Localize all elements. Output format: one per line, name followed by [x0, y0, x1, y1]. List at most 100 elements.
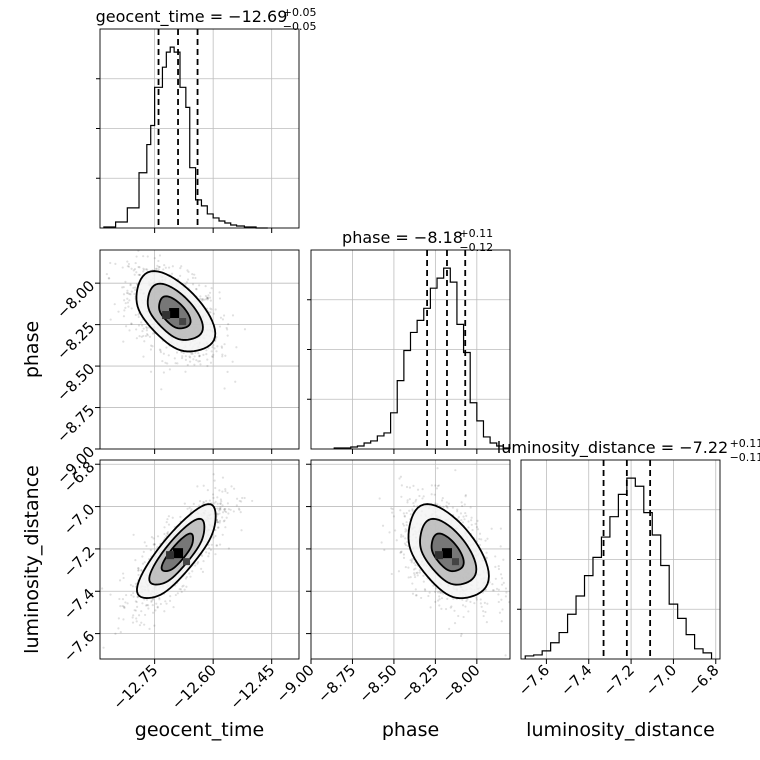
sample-point: [135, 271, 138, 274]
scatter-points: [378, 467, 510, 657]
sample-point: [114, 632, 117, 635]
sample-point: [423, 588, 427, 591]
panel-background: [100, 460, 299, 659]
x-tick-label-luminosity_distance: −6.8: [684, 661, 722, 699]
sample-point: [505, 591, 508, 594]
sample-point: [453, 622, 457, 625]
y-axis-label-luminosity_distance: luminosity_distance: [21, 465, 43, 654]
sample-point: [445, 504, 448, 508]
sample-point: [225, 510, 228, 514]
x-tick-label-phase: −8.00: [438, 661, 483, 706]
x-tick-label-luminosity_distance: −7.0: [642, 661, 680, 699]
sample-point: [497, 565, 500, 568]
sample-point: [191, 352, 194, 356]
sample-point: [199, 295, 202, 298]
sample-point: [215, 350, 218, 353]
sample-point: [140, 569, 143, 572]
sample-point: [216, 521, 219, 524]
sample-point: [184, 358, 187, 362]
sample-point: [138, 273, 141, 277]
sample-point: [122, 315, 126, 318]
sample-point: [442, 505, 445, 508]
sample-point: [390, 507, 393, 510]
sample-point: [221, 504, 224, 507]
sample-point: [140, 621, 143, 624]
sample-point: [161, 359, 164, 363]
sample-point: [444, 607, 448, 611]
sample-point: [412, 502, 415, 505]
sample-point: [214, 339, 217, 343]
density-cell: [434, 551, 443, 560]
sample-point: [141, 562, 145, 565]
sample-point: [475, 596, 478, 599]
sample-point: [163, 526, 166, 529]
histogram-step-luminosity_distance: [524, 477, 713, 659]
sample-point: [158, 596, 161, 600]
sample-point: [203, 298, 206, 301]
sample-point: [125, 291, 129, 295]
sample-point: [216, 345, 219, 348]
sample-point: [167, 523, 171, 526]
sample-point: [402, 553, 406, 556]
panel-title-luminosity_distance: luminosity_distance = −7.22: [497, 438, 728, 458]
sample-point: [470, 519, 473, 522]
sample-point: [464, 605, 467, 608]
sample-point: [485, 556, 489, 559]
sample-point: [107, 277, 110, 280]
sample-point: [461, 504, 464, 508]
sample-point: [195, 287, 198, 291]
sample-point: [497, 600, 500, 604]
title-upper-error: +0.11: [459, 227, 493, 240]
sample-point: [399, 509, 402, 512]
y-tick-label-luminosity_distance: −7.6: [60, 627, 98, 665]
sample-point: [454, 469, 457, 472]
sample-point: [198, 499, 202, 503]
title-lower-error: −0.12: [459, 241, 493, 254]
sample-point: [470, 516, 473, 519]
sample-point: [127, 292, 130, 295]
panel-frame: [99, 28, 300, 229]
sample-point: [402, 524, 406, 527]
sample-point: [438, 590, 441, 593]
sample-point: [422, 580, 425, 583]
sample-point: [200, 567, 203, 570]
sample-point: [400, 533, 403, 536]
sample-point: [150, 599, 153, 602]
sample-point: [391, 511, 394, 514]
sample-point: [144, 604, 148, 607]
sample-point: [143, 598, 146, 601]
sample-point: [201, 570, 205, 573]
sample-point: [191, 276, 195, 279]
sample-point: [460, 632, 463, 636]
sample-point: [129, 283, 132, 286]
sample-point: [226, 334, 229, 337]
sample-point: [428, 591, 431, 594]
sample-point: [154, 267, 158, 271]
sample-point: [413, 573, 416, 577]
sample-point: [167, 354, 170, 357]
sample-point: [480, 538, 483, 541]
sample-point: [219, 502, 222, 505]
sample-point: [224, 526, 227, 529]
sample-point: [409, 558, 412, 562]
sample-point: [402, 535, 405, 538]
histogram-panel-luminosity_distance: luminosity_distance = −7.22 +0.11−0.11: [497, 437, 760, 660]
sample-point: [222, 520, 225, 523]
sample-point: [495, 587, 499, 590]
sample-point: [137, 573, 140, 577]
sample-point: [153, 257, 156, 260]
sample-point: [485, 551, 488, 554]
sample-point: [132, 286, 135, 289]
sample-point: [186, 363, 189, 367]
sample-point: [185, 585, 188, 588]
sample-point: [129, 293, 132, 296]
sample-point: [198, 355, 201, 358]
sample-point: [227, 508, 230, 511]
density-cell: [451, 558, 459, 566]
sample-point: [131, 585, 135, 588]
sample-point: [218, 297, 222, 300]
sample-point: [392, 515, 396, 518]
sample-point: [405, 523, 408, 527]
sample-point: [152, 543, 155, 546]
sample-point: [406, 540, 409, 544]
